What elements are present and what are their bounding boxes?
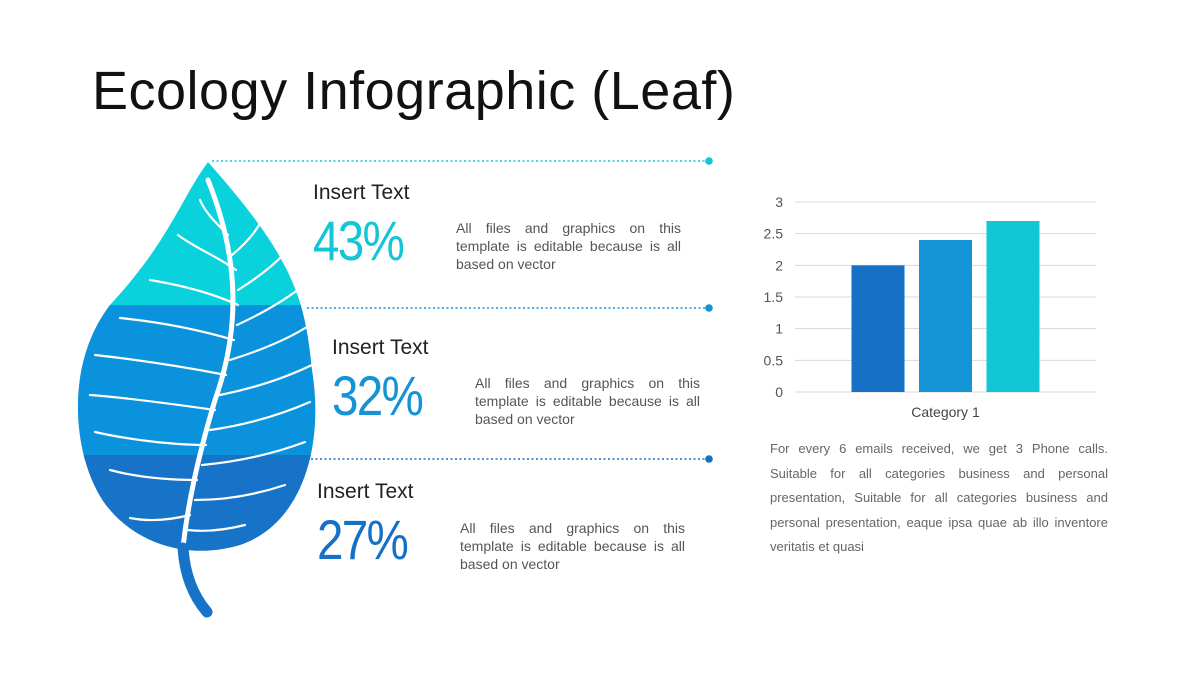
y-tick-label: 2 (775, 257, 783, 273)
x-category-label: Category 1 (911, 404, 980, 420)
y-tick-label: 0.5 (764, 352, 784, 368)
bar-1 (851, 265, 905, 392)
stat-block-1: Insert Text 43% (313, 182, 419, 269)
slide-title: Ecology Infographic (Leaf) (92, 61, 736, 121)
y-tick-label: 0 (775, 384, 783, 400)
stat-label: Insert Text (317, 480, 414, 503)
y-tick-label: 2.5 (764, 226, 784, 242)
stat-value: 43% (313, 209, 405, 272)
bar-2 (919, 240, 972, 392)
stat-label: Insert Text (313, 181, 410, 204)
stat-block-2: Insert Text 32% (332, 337, 438, 424)
stat-value: 27% (317, 508, 409, 571)
stat-block-3: Insert Text 27% (317, 481, 423, 568)
bar-3 (986, 221, 1040, 392)
bar-chart: 0 0.5 1 1.5 2 2.5 3 Category 1 (764, 194, 1096, 420)
stat-description: All files and graphics on this template … (460, 520, 685, 572)
stat-description: All files and graphics on this template … (456, 220, 681, 272)
stat-label: Insert Text (332, 336, 429, 359)
y-tick-label: 1 (775, 321, 783, 337)
stat-value: 32% (332, 364, 424, 427)
chart-description: For every 6 emails received, we get 3 Ph… (770, 441, 1108, 554)
stat-description: All files and graphics on this template … (475, 375, 700, 427)
leaf-icon (77, 157, 713, 618)
y-tick-label: 3 (775, 194, 783, 210)
y-tick-label: 1.5 (764, 289, 784, 305)
